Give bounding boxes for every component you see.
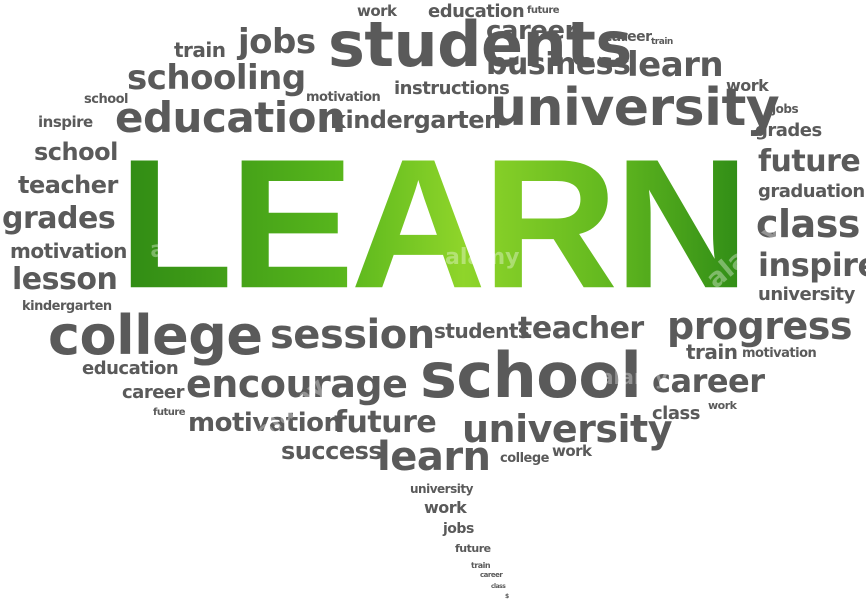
- cloud-word: jobs: [772, 102, 799, 116]
- cloud-word: career: [486, 16, 577, 46]
- cloud-word: inspire: [758, 246, 866, 284]
- cloud-word: career: [604, 29, 652, 45]
- cloud-word: success: [281, 437, 383, 465]
- cloud-word: teacher: [518, 311, 644, 346]
- cloud-word: $: [505, 593, 509, 600]
- cloud-word: jobs: [238, 22, 316, 62]
- cloud-word: teacher: [18, 171, 118, 199]
- cloud-word: motivation: [10, 239, 127, 263]
- cloud-word: train: [471, 561, 491, 570]
- cloud-word: future: [334, 405, 437, 440]
- cloud-word: learn: [377, 434, 491, 480]
- cloud-word: work: [357, 2, 397, 20]
- cloud-word: future: [455, 542, 491, 555]
- cloud-word: class: [491, 583, 506, 590]
- cloud-word: kindergarten: [22, 299, 112, 314]
- cloud-word: train: [686, 340, 738, 364]
- cloud-word: work: [424, 498, 467, 517]
- cloud-word: students: [434, 319, 530, 343]
- cloud-word: motivation: [742, 346, 817, 361]
- cloud-word: progress: [667, 304, 853, 348]
- cloud-word: graduation: [758, 181, 865, 202]
- cloud-word: class: [652, 403, 700, 424]
- cloud-word: university: [490, 78, 780, 138]
- cloud-word: university: [410, 482, 473, 496]
- cloud-word: future: [527, 5, 560, 16]
- cloud-word: class: [756, 202, 860, 246]
- cloud-word: college: [48, 304, 263, 367]
- cloud-word: work: [708, 399, 737, 412]
- cloud-word: school: [34, 138, 118, 166]
- cloud-word: future: [758, 144, 861, 179]
- cloud-word: work: [726, 76, 769, 95]
- cloud-word: school: [420, 339, 642, 412]
- cloud-word: motivation: [188, 408, 342, 438]
- cloud-word: university: [462, 407, 673, 451]
- cloud-word: lesson: [12, 262, 118, 297]
- cloud-word: education: [428, 1, 525, 22]
- cloud-word: career: [122, 382, 185, 403]
- cloud-word: grades: [755, 120, 822, 141]
- cloud-word: instructions: [394, 78, 510, 99]
- cloud-word: school: [84, 92, 129, 107]
- cloud-word: train: [174, 38, 226, 62]
- cloud-word: students: [328, 8, 632, 81]
- cloud-word: inspire: [38, 113, 93, 131]
- cloud-word: grades: [2, 201, 116, 236]
- cloud-word: jobs: [443, 521, 474, 537]
- cloud-word: kindergarten: [330, 106, 501, 134]
- cloud-word: career: [480, 571, 503, 579]
- cloud-word: future: [153, 407, 186, 418]
- cloud-word: learn: [627, 45, 724, 85]
- cloud-word: college: [500, 451, 550, 466]
- cloud-word: train: [651, 37, 673, 47]
- cloud-word: motivation: [306, 90, 381, 105]
- cloud-word: schooling: [127, 58, 306, 98]
- cloud-word: education: [82, 358, 179, 379]
- cloud-word: university: [758, 284, 855, 305]
- hero-word-learn: LEARN: [116, 131, 750, 315]
- cloud-word: encourage: [186, 362, 408, 406]
- cloud-word: session: [270, 312, 435, 358]
- cloud-word: work: [552, 442, 592, 460]
- cloud-word: education: [115, 93, 346, 142]
- cloud-word: business: [486, 47, 631, 82]
- cloud-word: career: [652, 362, 765, 400]
